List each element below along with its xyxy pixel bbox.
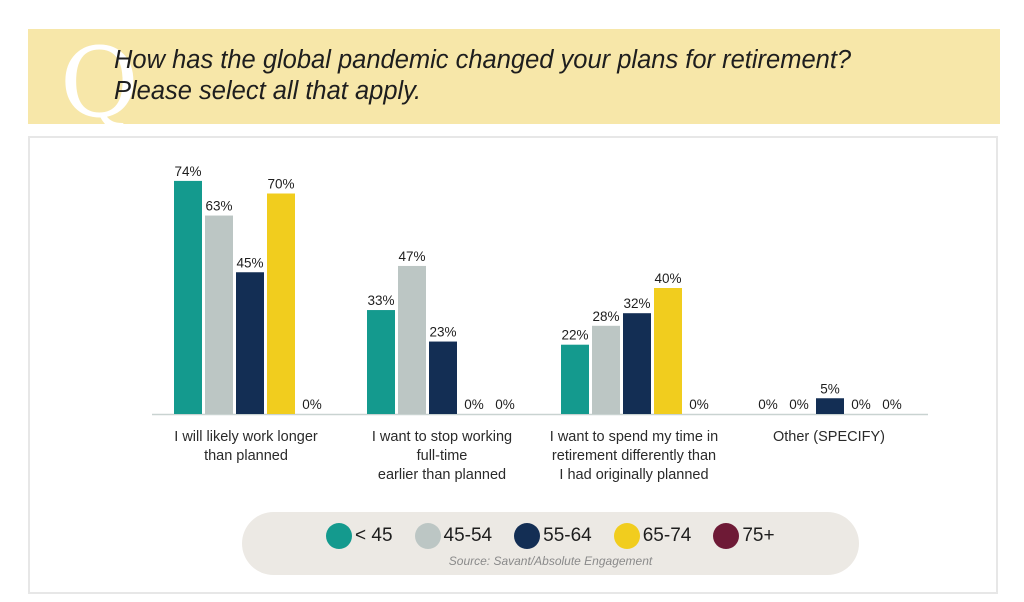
data-label: 33% [367,293,394,308]
bar [174,180,202,414]
legend-label: 55-64 [543,525,592,546]
category-label-line: Other (SPECIFY) [773,429,885,445]
legend-label: 45-54 [443,525,493,546]
data-label: 32% [623,296,650,311]
category-label-line: I will likely work longer [174,429,318,445]
category-label-line: earlier than planned [377,467,507,483]
bar [623,313,651,414]
category-label-line: I want to spend my time in [549,429,719,445]
bar [816,398,844,414]
data-label: 74% [174,164,201,179]
category-label-line: I want to stop working [371,429,513,445]
q-letter-graphic: Q [60,27,139,139]
legend-item: 75+ [713,523,775,549]
legend-label: 75+ [742,525,775,546]
data-label: 0% [789,397,809,412]
category-label: Other (SPECIFY) [719,428,939,447]
data-label: 0% [689,397,709,412]
data-label: 0% [464,397,484,412]
data-label: 28% [592,309,619,324]
data-label: 45% [236,255,263,270]
bar [592,325,620,414]
source-note: Source: Savant/Absolute Engagement [448,554,653,568]
question-title: How has the global pandemic changed your… [114,45,851,107]
data-label: 40% [654,271,681,286]
category-label: I want to spend my time in retirement dif… [524,428,744,485]
bar [267,193,295,414]
category-label-line: I had originally planned [559,467,709,483]
data-label: 0% [851,397,871,412]
data-label: 47% [398,249,425,264]
legend-swatch [326,523,352,549]
data-label: 70% [267,177,294,192]
legend-label: 65-74 [642,525,692,546]
bar [205,215,233,414]
category-label: I will likely work longer than planned [136,428,356,466]
legend-item: 45-54 [414,523,493,549]
category-label-line: full-time [416,448,468,464]
legend-swatch [514,523,541,549]
bar [429,341,457,414]
bar [654,288,682,414]
data-label: 63% [205,199,232,214]
legend-label: < 45 [355,525,393,546]
legend-item: 65-74 [613,523,692,549]
bar [367,310,395,414]
data-label: 0% [758,397,778,412]
legend-swatch [713,523,740,549]
data-label: 0% [302,397,322,412]
question-banner: Q How has the global pandemic changed yo… [28,29,1000,131]
legend: < 45 45-54 55-64 65-74 75+ [326,521,797,551]
data-label: 0% [882,397,902,412]
question-line-2: Please select all that apply. [114,77,422,105]
legend-swatch [613,523,640,549]
bar [236,272,264,414]
legend-item: < 45 [326,523,393,549]
data-label: 5% [820,381,840,396]
legend-item: 55-64 [514,523,592,549]
category-label: I want to stop working full-time earlier t… [332,428,552,485]
chart-panel [28,136,998,594]
question-line-1: How has the global pandemic changed your… [114,46,852,74]
legend-swatch [414,523,441,549]
category-label-line: retirement differently than [551,448,717,464]
bar [398,265,426,414]
category-label-line: than planned [204,448,288,464]
bar [561,344,589,414]
data-label: 0% [495,397,515,412]
data-label: 22% [561,328,588,343]
data-label: 23% [429,325,456,340]
